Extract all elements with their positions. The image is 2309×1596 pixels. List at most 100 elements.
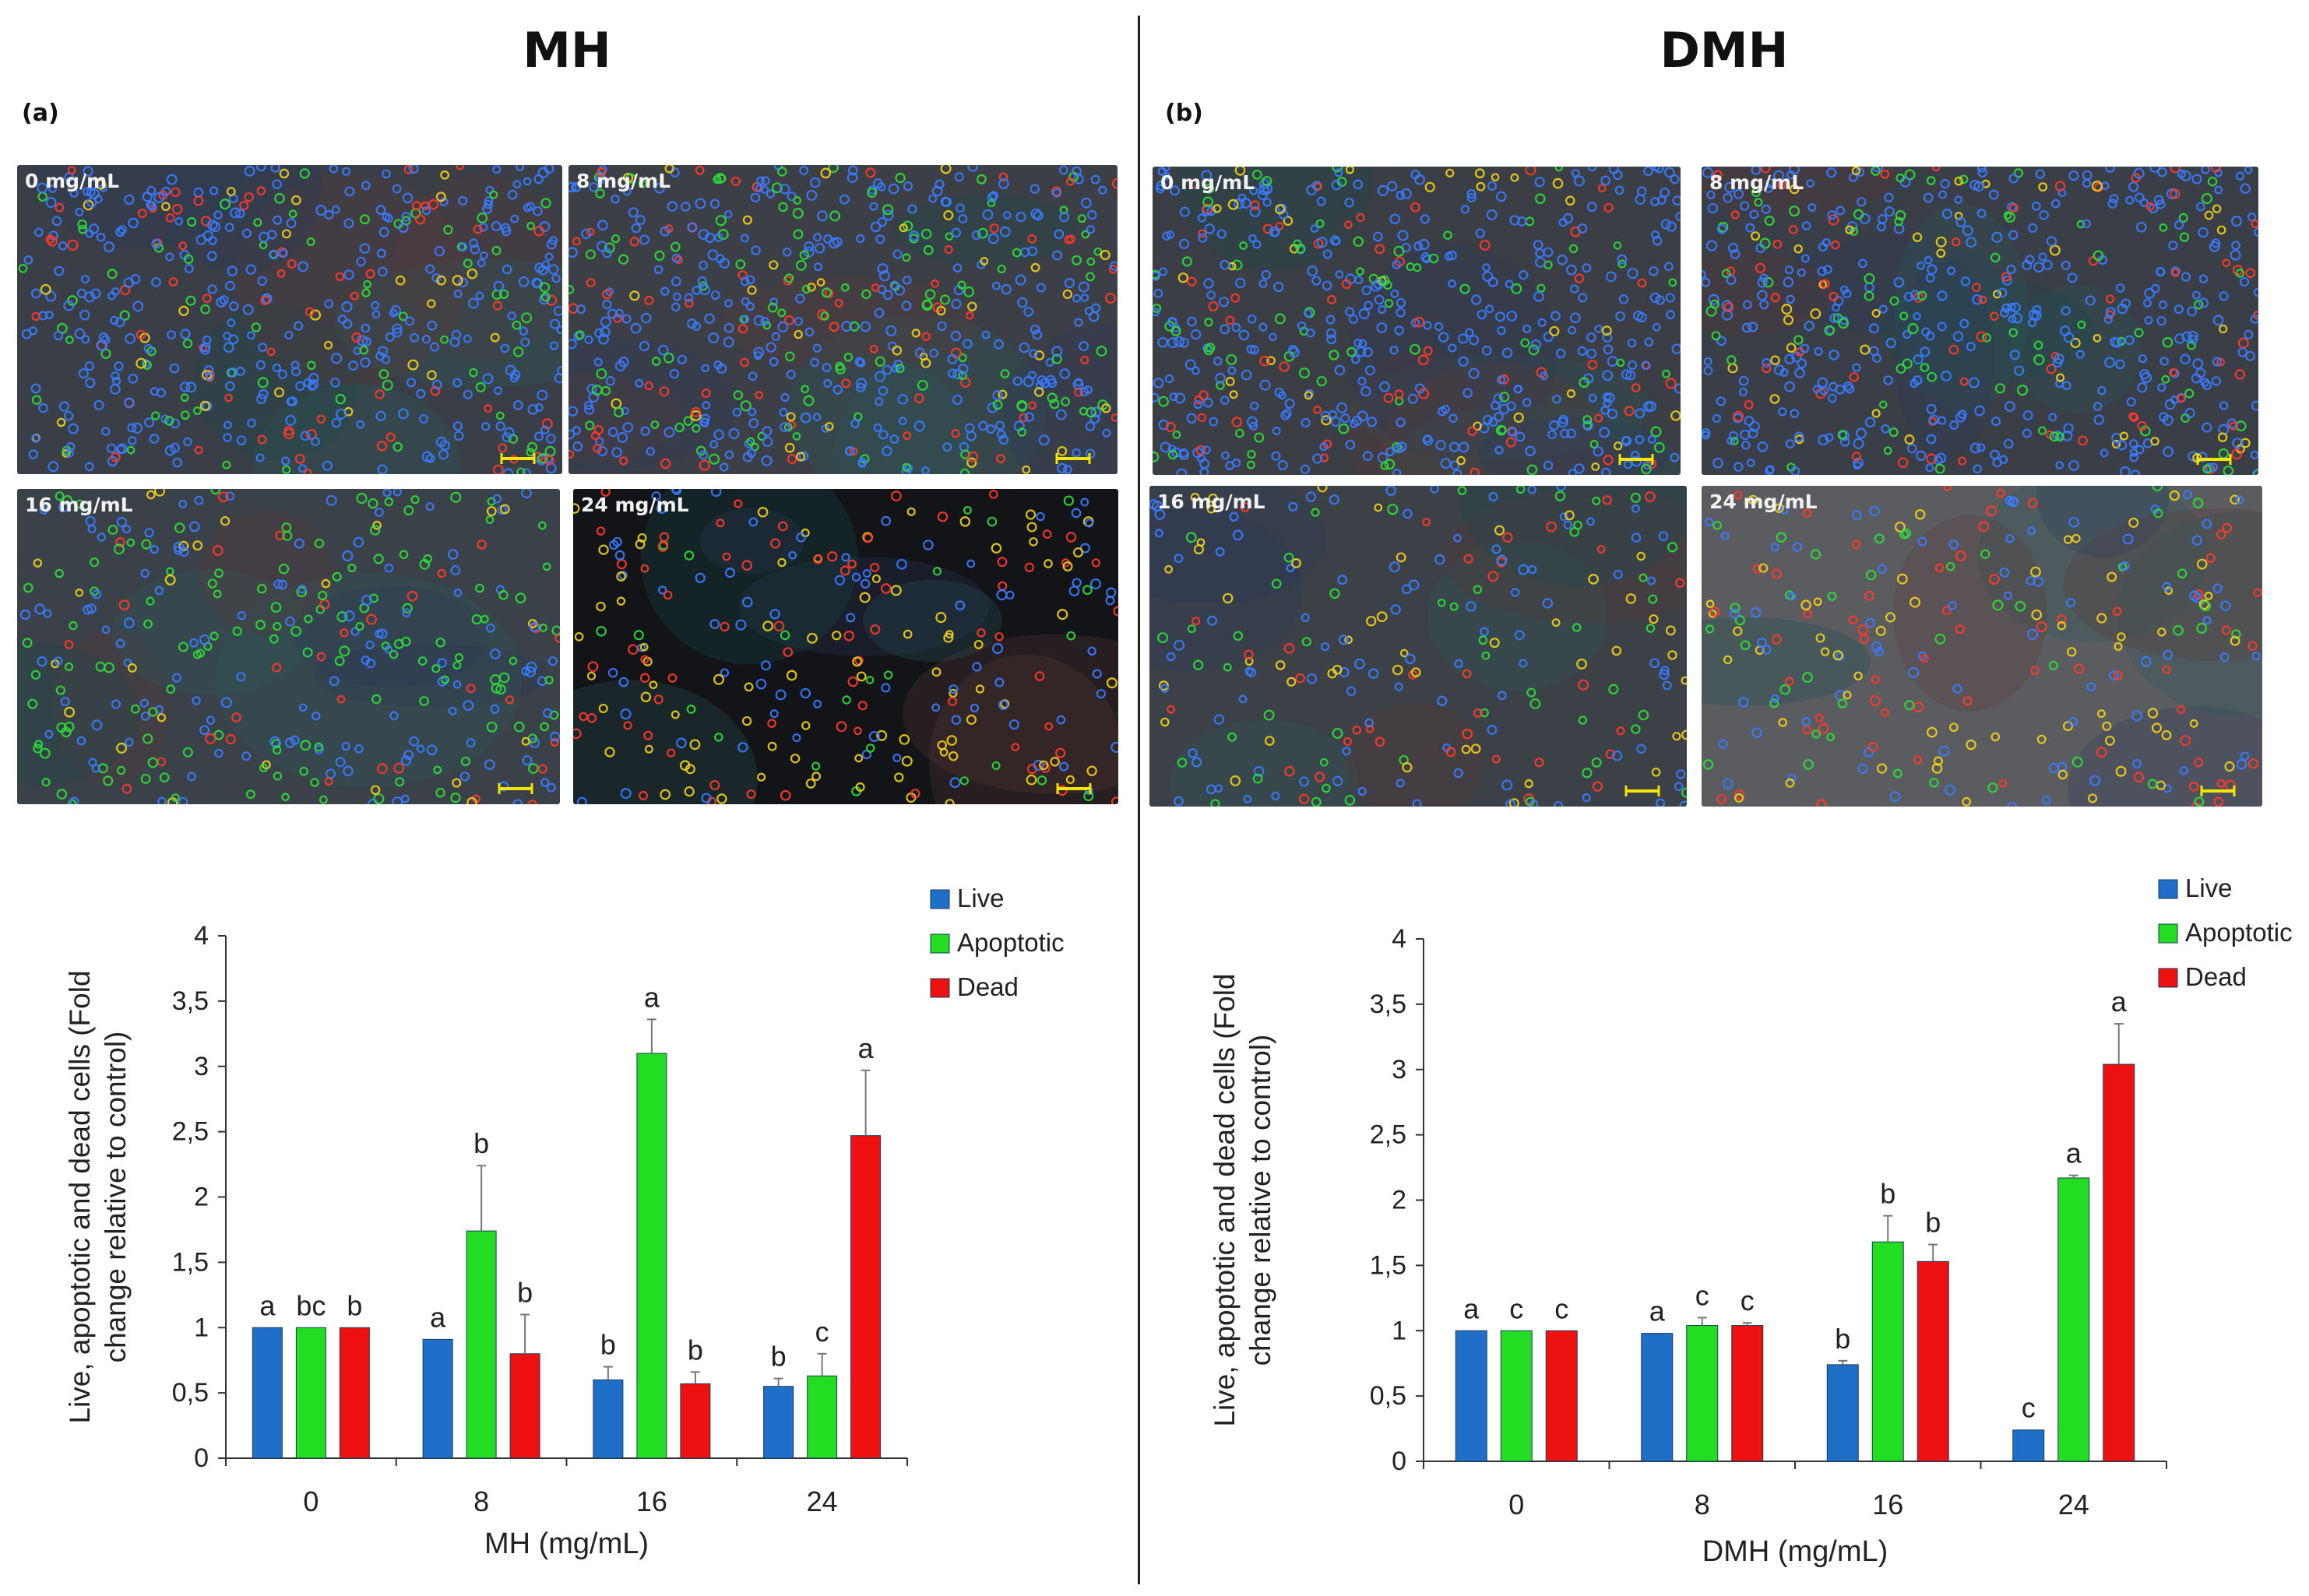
legend-swatch — [2158, 879, 2178, 899]
legend: Live Apoptotic Dead — [2158, 874, 2293, 991]
y-tick-label: 4 — [194, 921, 209, 951]
bar-apoptotic-8 — [1686, 1325, 1719, 1462]
x-tick-label: 16 — [636, 1485, 667, 1517]
micrograph-label: 8 mg/mL — [576, 170, 671, 192]
bar-apoptotic-24 — [2057, 1177, 2090, 1462]
x-tick-label: 24 — [2058, 1489, 2089, 1520]
significance-letter: b — [473, 1127, 489, 1159]
y-tick-label: 1 — [1392, 1316, 1406, 1345]
legend-swatch — [2158, 968, 2178, 988]
bar-dead-24 — [850, 1135, 882, 1459]
legend-label: Live — [957, 884, 1005, 912]
y-tick-label: 3 — [194, 1052, 209, 1081]
micrograph-label: 0 mg/mL — [25, 170, 120, 192]
bar-dead-0 — [1545, 1330, 1578, 1462]
micrograph-label: 24 mg/mL — [1709, 490, 1818, 513]
bar-apoptotic-24 — [807, 1375, 838, 1459]
significance-letter: b — [517, 1276, 533, 1308]
bar-apoptotic-8 — [466, 1230, 497, 1459]
y-tick-label: 2,5 — [172, 1117, 209, 1147]
significance-letter: c — [1554, 1292, 1568, 1324]
micrograph-mh-0: 0 mg/mL — [17, 165, 562, 474]
bar-apoptotic-0 — [295, 1327, 326, 1459]
micrograph-label: 8 mg/mL — [1709, 171, 1804, 194]
chart-mh: 0 0,5 1 1,5 2 2,5 3 3,5 4 0 8 16 24 a a b b bc b a c b b b a MH (… — [47, 864, 1106, 1588]
cell-field — [1702, 167, 2258, 475]
legend-swatch — [2158, 923, 2178, 944]
micrograph-label: 0 mg/mL — [1160, 171, 1255, 194]
bar-apoptotic-16 — [636, 1053, 667, 1459]
x-axis-label: MH (mg/mL) — [484, 1527, 649, 1560]
bar-live-16 — [1826, 1364, 1859, 1462]
significance-letter: a — [1649, 1295, 1666, 1327]
legend-swatch — [930, 933, 950, 954]
panel-b-heading: DMH — [1660, 22, 1789, 79]
significance-letter: a — [2111, 986, 2128, 1018]
micrograph-mh-24: 24 mg/mL — [573, 489, 1118, 804]
bar-live-0 — [1455, 1330, 1487, 1462]
micrograph-dmh-16: 16 mg/mL — [1149, 486, 1687, 807]
bar-dead-24 — [2103, 1063, 2135, 1462]
bar-live-8 — [422, 1338, 453, 1459]
y-tick-label: 1,5 — [1370, 1250, 1406, 1280]
y-tick-label: 3 — [1392, 1055, 1406, 1085]
micrograph-label: 16 mg/mL — [25, 494, 133, 516]
significance-letter: c — [1741, 1285, 1755, 1317]
cell-field — [1153, 167, 1681, 475]
scale-bar — [1624, 786, 1660, 796]
scale-bar — [1055, 453, 1091, 464]
bar-live-16 — [593, 1379, 624, 1459]
significance-letter: b — [347, 1289, 362, 1321]
svg-text:change relative to control): change relative to control) — [100, 1032, 132, 1363]
significance-letter: a — [259, 1289, 276, 1321]
bar-dead-8 — [509, 1353, 540, 1459]
legend-label: Dead — [2185, 962, 2247, 991]
y-tick-label: 4 — [1392, 924, 1406, 954]
micrograph-label: 16 mg/mL — [1157, 490, 1265, 513]
x-tick-label: 0 — [1508, 1489, 1524, 1520]
svg-text:change relative to control): change relative to control) — [1244, 1035, 1276, 1366]
significance-letter: c — [1509, 1292, 1523, 1324]
y-tick-label: 3,5 — [172, 986, 209, 1016]
significance-letter: b — [1835, 1323, 1850, 1355]
y-tick-label: 0 — [194, 1443, 209, 1473]
bar-live-24 — [2012, 1429, 2045, 1462]
y-tick-label: 1 — [194, 1313, 209, 1342]
cell-field — [573, 489, 1118, 804]
scale-bar — [2200, 786, 2236, 796]
significance-letter: b — [600, 1329, 616, 1361]
panel-a-heading: MH — [523, 22, 611, 79]
significance-letter: bc — [296, 1289, 326, 1321]
svg-text:Live, apoptotic and dead cells: Live, apoptotic and dead cells (Fold — [64, 970, 96, 1423]
significance-letter: a — [1463, 1292, 1480, 1324]
bar-apoptotic-0 — [1500, 1330, 1533, 1462]
bar-dead-8 — [1731, 1325, 1764, 1462]
cell-field — [1149, 486, 1687, 807]
x-tick-label: 8 — [473, 1485, 489, 1517]
y-tick-label: 0,5 — [1370, 1381, 1406, 1411]
cell-field — [17, 489, 560, 804]
significance-letter: a — [858, 1032, 875, 1064]
cell-field — [1702, 486, 2262, 807]
y-tick-label: 0,5 — [172, 1378, 209, 1408]
scale-bar — [500, 453, 536, 464]
bar-dead-0 — [339, 1327, 370, 1459]
significance-letter: c — [1695, 1279, 1709, 1311]
y-axis-label: Live, apoptotic and dead cells (Fold chan… — [64, 970, 132, 1423]
y-tick-label: 2,5 — [1370, 1120, 1406, 1150]
significance-letter: c — [2022, 1392, 2036, 1424]
x-tick-label: 0 — [303, 1485, 319, 1517]
micrograph-label: 24 mg/mL — [581, 494, 689, 516]
bar-live-8 — [1641, 1333, 1674, 1462]
bar-live-0 — [252, 1327, 283, 1459]
x-tick-label: 16 — [1872, 1489, 1903, 1520]
x-tick-label: 8 — [1695, 1489, 1710, 1520]
micrograph-dmh-24: 24 mg/mL — [1702, 486, 2262, 807]
y-axis-label: Live, apoptotic and dead cells (Fold chan… — [1209, 973, 1276, 1426]
panel-a-tag: (a) — [22, 100, 59, 127]
significance-letter: b — [1880, 1178, 1895, 1210]
significance-letter: b — [1925, 1207, 1941, 1239]
